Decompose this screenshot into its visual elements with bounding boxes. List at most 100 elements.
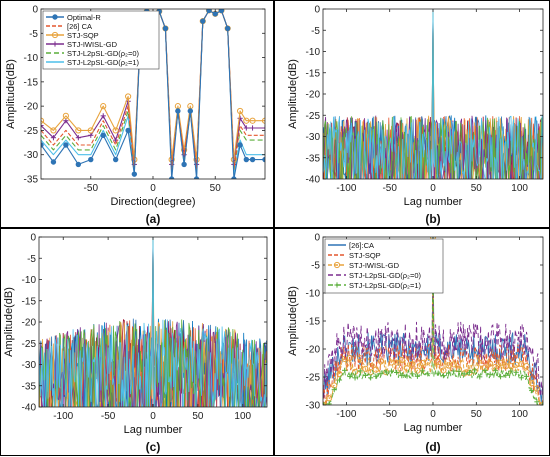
legend-entry: Optimal-R	[67, 13, 101, 22]
legend-marker	[333, 261, 341, 269]
x-axis-label-b: Lag number	[404, 196, 463, 208]
series-point	[450, 361, 457, 368]
series-point	[237, 115, 243, 121]
series-point	[513, 369, 519, 375]
series-point	[533, 385, 541, 392]
series-point	[352, 375, 358, 381]
y-tick-label: -35	[22, 381, 37, 392]
series-line	[41, 9, 265, 179]
series-point	[249, 117, 256, 124]
series-point	[249, 125, 256, 131]
series-point	[534, 399, 540, 405]
legend-entry: STJ-L2pSL-GD(ρ₂=1)	[349, 281, 421, 290]
x-tick-label: -50	[382, 409, 397, 420]
series-point	[243, 125, 249, 131]
series-point	[346, 354, 353, 362]
series-point	[466, 369, 472, 375]
series-point	[440, 373, 446, 379]
series-point	[125, 127, 131, 134]
panel-d: -100 -50 0 50 100 -30 -25 -20 -15 -10 -5 0 Lag numbe…	[274, 228, 550, 456]
x-tick-label: 50	[471, 183, 483, 194]
series-point	[362, 365, 369, 372]
series-point	[249, 156, 256, 163]
legend-entry: STJ-L2pSL-GD(ρ₂=1)	[67, 58, 139, 67]
x-tick-label: 0	[150, 411, 156, 422]
series-point	[87, 127, 94, 134]
series-point	[63, 142, 69, 148]
series-point	[100, 132, 106, 138]
series-line	[323, 237, 543, 399]
y-tick-label: -5	[27, 254, 36, 265]
y-tick-label: -30	[306, 132, 321, 143]
x-tick-label: 50	[192, 411, 204, 422]
series-point	[112, 156, 119, 163]
series-point	[523, 373, 530, 379]
series-point	[357, 355, 364, 362]
legend-entry: STJ-IWISL-GD	[67, 40, 118, 49]
series-point	[518, 375, 524, 381]
legend-marker	[52, 14, 58, 20]
series-point	[100, 103, 107, 110]
x-tick-label: -100	[53, 411, 73, 422]
panel-label-b: (b)	[425, 212, 440, 226]
x-tick-label: 0	[430, 183, 436, 194]
series-point	[451, 368, 457, 374]
y-tick-label: -25	[306, 111, 321, 122]
series-point	[445, 370, 452, 376]
series-point	[243, 117, 250, 124]
y-tick-label: -25	[306, 373, 321, 384]
legend-entry: STJ-L2pSL-GD(ρ₂=0)	[67, 49, 139, 58]
series-point	[471, 367, 478, 373]
series-point	[237, 107, 244, 115]
series-point	[326, 401, 332, 405]
series-point	[187, 108, 194, 114]
x-tick-label: -50	[382, 183, 397, 194]
x-axis-label-c: Lag number	[124, 424, 183, 436]
series-point	[378, 371, 384, 377]
legend-entry: [26] CA	[67, 22, 92, 31]
y-tick-label: -10	[22, 275, 37, 286]
series-point	[539, 402, 543, 405]
legend-marker	[334, 282, 340, 288]
series-layer-d	[323, 237, 543, 405]
legend-entry: STJ-SQP	[349, 251, 381, 260]
series-point	[100, 113, 106, 119]
x-tick-label: -50	[84, 183, 99, 194]
series-point	[336, 377, 343, 383]
series-point	[224, 25, 231, 32]
series-point	[200, 18, 206, 24]
series-point	[212, 11, 218, 17]
y-tick-label: -15	[306, 68, 321, 79]
x-axis-label-a: Direction(degree)	[111, 196, 196, 208]
x-tick-label: -50	[101, 411, 116, 422]
y-tick-label: -30	[306, 401, 321, 412]
y-tick-label: -15	[306, 317, 321, 328]
series-point	[168, 176, 175, 179]
series-point	[323, 402, 327, 405]
series-point	[425, 371, 431, 377]
x-tick-label: 100	[511, 183, 528, 194]
series-point	[63, 118, 69, 124]
y-tick-label: 0	[314, 5, 320, 16]
y-tick-label: -15	[22, 296, 37, 307]
series-point	[409, 371, 415, 377]
series-point	[331, 387, 337, 393]
series-point	[394, 369, 400, 376]
series-point	[403, 365, 411, 372]
legend-entry: STJ-SQP	[67, 31, 99, 40]
series-point	[518, 360, 525, 367]
y-tick-label: -15	[24, 77, 39, 88]
series-point	[347, 373, 353, 380]
series-point	[420, 368, 426, 374]
y-tick-label: -25	[24, 126, 39, 137]
y-tick-label: -5	[311, 261, 320, 272]
series-point	[529, 387, 535, 394]
panel-label-d: (d)	[425, 440, 440, 454]
chart-a: -50 0 50-35-30-25-20-15-10-50Direction(deg…	[5, 5, 266, 226]
y-tick-label: -5	[311, 26, 320, 37]
x-axis-label-d: Lag number	[404, 422, 463, 434]
y-tick-label: 0	[32, 5, 38, 16]
series-point	[372, 366, 379, 373]
series-point	[50, 159, 57, 165]
